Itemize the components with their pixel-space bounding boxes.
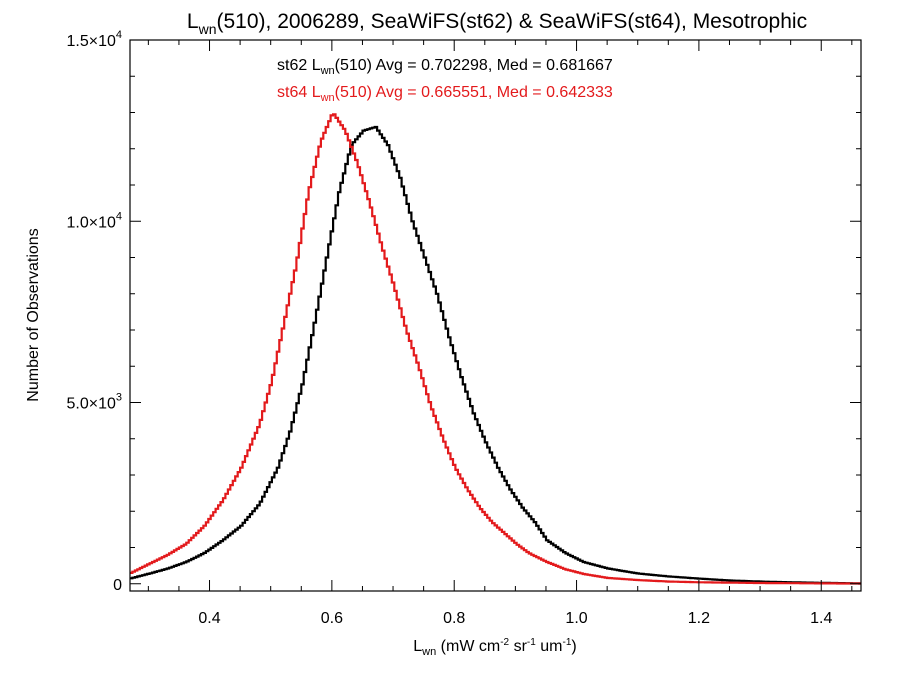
series-layer <box>130 113 861 585</box>
series-line-1 <box>130 113 861 585</box>
x-tick-label: 0.4 <box>198 610 220 627</box>
y-tick-label: 1.0×104 <box>66 210 122 231</box>
x-tick-label: 0.6 <box>321 610 343 627</box>
x-axis-label: Lwn (mW cm-2 sr-1 um-1) <box>413 637 576 658</box>
plot-frame <box>129 39 862 592</box>
y-tick-label: 1.5×104 <box>66 29 122 50</box>
x-tick-label: 1.4 <box>810 610 832 627</box>
x-tick-label: 0.8 <box>443 610 465 627</box>
y-axis-label: Number of Observations <box>25 228 42 401</box>
x-tick-label: 1.0 <box>565 610 587 627</box>
legend-series-0: st62 Lwn(510) Avg = 0.702298, Med = 0.68… <box>277 57 613 77</box>
chart-title: Lwn(510), 2006289, SeaWiFS(st62) & SeaWi… <box>187 10 807 37</box>
legend-series-1: st64 Lwn(510) Avg = 0.665551, Med = 0.64… <box>277 84 613 104</box>
tick-layer: 0.4 0.6 0.8 1.0 1.2 1.4 0 5.0×103 1.0×104 1.5×104 <box>66 29 861 627</box>
x-tick-label: 1.2 <box>688 610 710 627</box>
y-tick-label: 5.0×103 <box>66 392 122 413</box>
y-tick-label: 0 <box>113 577 122 594</box>
series-line-0 <box>130 125 861 585</box>
